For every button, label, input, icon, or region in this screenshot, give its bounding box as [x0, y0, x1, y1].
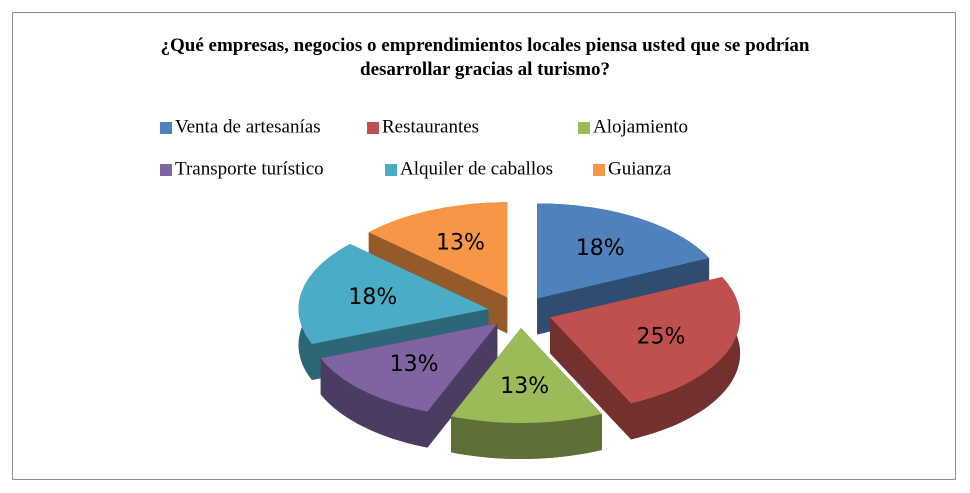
slice-wall	[451, 414, 602, 459]
legend-label: Transporte turístico	[175, 158, 324, 179]
data-label: 13%	[390, 352, 439, 377]
slice-top	[368, 202, 508, 298]
legend-label: Restaurantes	[382, 116, 479, 137]
slice-top	[537, 203, 710, 299]
legend-swatch	[160, 164, 172, 176]
slice	[550, 276, 741, 440]
legend-label: Venta de artesanías	[175, 116, 321, 137]
data-label: 18%	[576, 236, 625, 261]
slice	[298, 243, 489, 380]
legend-label: Alquiler de caballos	[400, 158, 553, 179]
data-label: 13%	[500, 374, 549, 399]
chart-title: ¿Qué empresas, negocios o emprendimiento…	[160, 35, 810, 80]
slice	[320, 323, 498, 448]
legend-swatch	[593, 164, 605, 176]
legend-swatch	[578, 122, 590, 134]
data-label: 25%	[636, 324, 685, 349]
legend-swatch	[160, 122, 172, 134]
slice-side	[550, 317, 632, 440]
legend-swatch	[385, 164, 397, 176]
slice-top	[550, 277, 741, 404]
legend-label: Guianza	[608, 158, 672, 179]
legend-label: Alojamiento	[593, 116, 688, 137]
slice-wall	[320, 358, 428, 448]
slice-wall	[631, 277, 741, 440]
chart-frame	[12, 12, 956, 480]
data-label: 13%	[436, 230, 485, 255]
slice-top	[298, 244, 489, 344]
slice-top	[451, 327, 602, 423]
slice-top	[320, 323, 498, 412]
data-label: 18%	[348, 285, 397, 310]
legend-swatch	[367, 122, 379, 134]
slice	[451, 327, 602, 459]
